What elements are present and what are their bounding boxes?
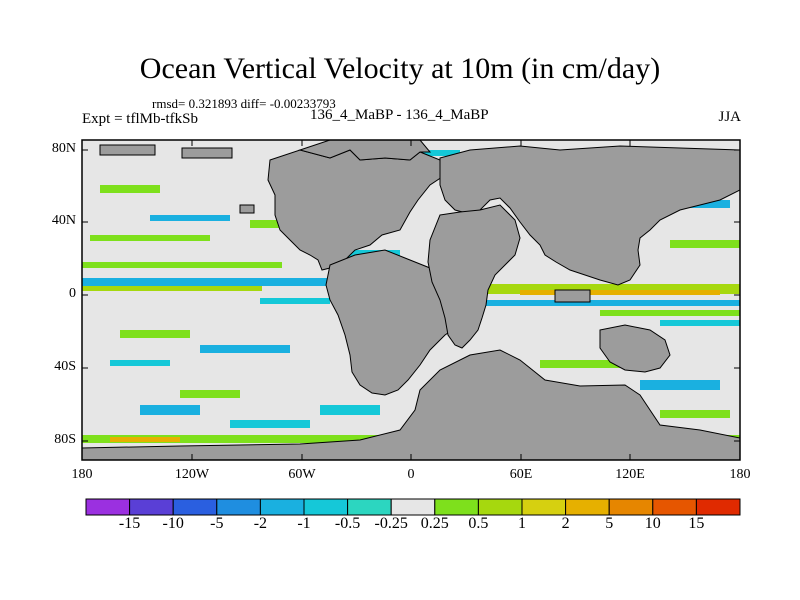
- anomaly-patch: [82, 278, 327, 286]
- colorbar-level-label: -0.5: [334, 515, 361, 532]
- colorbar-swatch: [347, 498, 392, 516]
- colorbar-level-label: -0.25: [374, 515, 408, 532]
- lat-label: 80N: [51, 141, 76, 156]
- anomaly-patch: [482, 300, 740, 306]
- landmass-island: [181, 147, 233, 159]
- colorbar-level-label: 10: [644, 515, 661, 532]
- land-layer: [81, 139, 741, 461]
- colorbar-level-label: 0.5: [468, 515, 489, 532]
- anomaly-patch: [260, 298, 330, 304]
- anomaly-patch: [520, 290, 720, 295]
- lon-label: 60W: [288, 467, 316, 482]
- anomaly-patch: [482, 284, 740, 294]
- anomaly-patch: [90, 235, 210, 241]
- landmass-australia: [599, 324, 671, 373]
- anomaly-patch: [180, 390, 240, 398]
- colorbar-swatch: [565, 498, 610, 516]
- anomaly-patch: [660, 320, 740, 326]
- colorbar-swatch: [129, 498, 174, 516]
- landmass-africa: [427, 204, 521, 349]
- runs-label: 136_4_MaBP - 136_4_MaBP: [310, 107, 489, 123]
- anomaly-patch: [100, 185, 160, 193]
- season-label: JJA: [718, 109, 741, 125]
- anomaly-patch: [400, 150, 460, 156]
- anomaly-patch: [140, 405, 200, 415]
- anomaly-patch: [250, 220, 300, 228]
- anomaly-patch: [110, 437, 180, 442]
- landmass-island: [554, 289, 591, 303]
- map-title: Ocean Vertical Velocity at 10m (in cm/da…: [139, 52, 661, 85]
- colorbar-swatch: [216, 498, 261, 516]
- lat-label: 40S: [54, 359, 76, 374]
- lon-label: 0: [407, 467, 415, 482]
- anomaly-patch: [660, 410, 730, 418]
- colorbar-swatch: [303, 498, 349, 516]
- anomaly-patch: [600, 310, 740, 316]
- landmass-island: [99, 144, 156, 156]
- colorbar-swatch: [172, 498, 218, 516]
- colorbar-swatch: [477, 498, 523, 516]
- lon-label: 120W: [174, 467, 210, 482]
- lon-label: 180: [71, 467, 93, 482]
- colorbar-level-label: -1: [297, 515, 311, 532]
- colorbar-swatch: [434, 498, 479, 516]
- lat-label: 80S: [54, 432, 76, 447]
- lat-label: 40N: [51, 213, 76, 228]
- colorbar: [85, 498, 741, 516]
- landmass-eurasia: [439, 145, 741, 286]
- colorbar-swatch: [652, 498, 697, 516]
- lon-label: 60E: [509, 467, 533, 482]
- colorbar-swatch: [608, 498, 654, 516]
- experiment-label: Expt = tflMb-tfkSb: [82, 111, 198, 127]
- anomaly-patch: [120, 330, 190, 338]
- anomaly-patch: [670, 240, 740, 248]
- lat-label: 0: [69, 286, 76, 301]
- colorbar-swatch: [390, 498, 436, 516]
- colorbar-level-label: -10: [162, 515, 184, 532]
- colorbar-level-label: 5: [605, 515, 614, 532]
- colorbar-level-label: 2: [561, 515, 570, 532]
- colorbar-level-label: -5: [210, 515, 224, 532]
- landmass-island: [239, 204, 255, 214]
- colorbar-swatch: [521, 498, 567, 516]
- anomaly-patch: [320, 405, 380, 415]
- anomaly-patch: [82, 286, 262, 291]
- anomaly-patch: [200, 345, 290, 353]
- colorbar-level-label: 0.25: [420, 515, 449, 532]
- colorbar-swatch: [85, 498, 131, 516]
- anomaly-patch: [82, 262, 282, 268]
- lon-label: 180: [729, 467, 751, 482]
- colorbar-level-label: -2: [253, 515, 268, 532]
- landmass-antarctica: [81, 349, 741, 461]
- colorbar-swatch: [259, 498, 305, 516]
- stats-label: rmsd= 0.321893 diff= -0.00233793: [152, 96, 336, 111]
- colorbar-level-label: -15: [118, 515, 141, 532]
- tick-marks: [82, 140, 740, 460]
- anomaly-patch: [230, 420, 310, 428]
- anomaly-patch: [540, 360, 620, 368]
- anomaly-patch: [640, 380, 720, 390]
- colorbar-swatch: [695, 498, 741, 516]
- colorbar-level-label: 15: [688, 515, 705, 532]
- lon-label: 120E: [615, 467, 645, 482]
- anomaly-patch: [110, 360, 170, 366]
- anomaly-patch: [150, 215, 230, 221]
- colorbar-level-label: 1: [518, 515, 526, 532]
